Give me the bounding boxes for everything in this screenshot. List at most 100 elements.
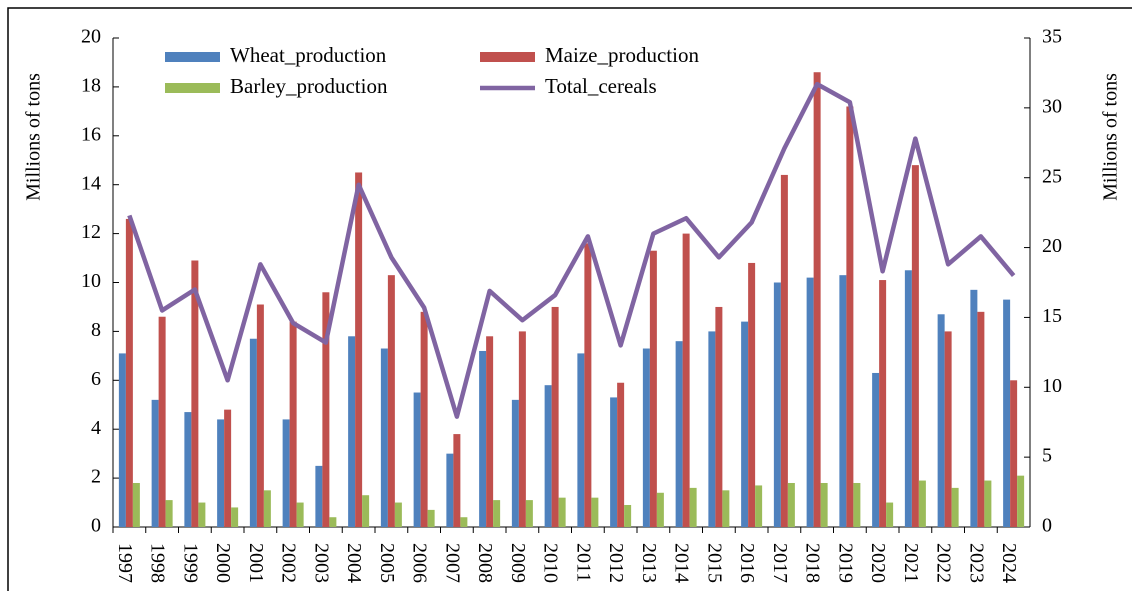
y-tick-label: 16	[81, 123, 101, 145]
bar	[577, 353, 585, 527]
bar	[217, 419, 225, 527]
bar	[525, 500, 533, 527]
x-tick-label: 2005	[376, 543, 398, 583]
bar	[1010, 380, 1018, 527]
x-tick-label: 2021	[900, 543, 922, 583]
bar	[937, 314, 945, 527]
x-tick-label: 1999	[179, 543, 201, 583]
bar	[944, 331, 952, 527]
y2-tick-label: 25	[1042, 165, 1062, 187]
bar	[151, 399, 159, 527]
bar	[355, 172, 363, 527]
y-tick-label: 2	[91, 466, 101, 488]
x-tick-label: 2007	[441, 543, 463, 583]
bar	[493, 500, 501, 527]
bar	[394, 502, 402, 527]
x-tick-label: 2013	[638, 543, 660, 583]
bar	[682, 233, 690, 527]
bar	[191, 260, 199, 527]
y2-tick-label: 30	[1042, 95, 1062, 117]
x-tick-label: 1997	[114, 543, 136, 583]
bar	[453, 434, 461, 527]
bar	[348, 336, 356, 527]
bar	[256, 304, 264, 527]
bar	[904, 270, 912, 527]
legend-label: Wheat_production	[230, 43, 387, 67]
x-tick-label: 2016	[736, 543, 758, 583]
bar	[918, 480, 926, 527]
bar	[387, 275, 395, 527]
legend-label: Total_cereals	[545, 74, 657, 98]
bar	[970, 289, 978, 527]
bar	[479, 350, 487, 527]
y2-tick-label: 0	[1042, 515, 1052, 537]
bar	[853, 482, 861, 527]
y2-tick-label: 10	[1042, 375, 1062, 397]
bar	[198, 502, 206, 527]
x-tick-label: 2017	[769, 543, 791, 583]
bar	[656, 492, 664, 527]
bar	[558, 497, 566, 527]
bar	[748, 262, 756, 527]
x-tick-label: 2014	[671, 543, 693, 583]
bar	[715, 306, 723, 527]
x-tick-label: 2022	[933, 543, 955, 583]
bar	[315, 465, 323, 527]
bar	[551, 306, 559, 527]
bar	[486, 336, 494, 527]
bar	[642, 348, 650, 527]
bar	[231, 507, 239, 527]
bar	[289, 321, 297, 527]
y2-tick-label: 15	[1042, 305, 1062, 327]
bar	[263, 490, 271, 527]
bar	[813, 72, 821, 527]
bar	[951, 487, 959, 527]
x-tick-label: 2020	[867, 543, 889, 583]
bar	[511, 399, 519, 527]
bar	[806, 277, 814, 527]
bar	[610, 397, 618, 527]
y-tick-label: 14	[81, 172, 101, 194]
bar	[132, 482, 140, 527]
bar	[249, 338, 257, 527]
x-tick-label: 2009	[507, 543, 529, 583]
y2-tick-label: 5	[1042, 445, 1052, 467]
y-tick-label: 18	[81, 74, 101, 96]
legend-swatch	[165, 83, 220, 93]
bar	[675, 341, 683, 527]
bar	[977, 311, 985, 527]
bar	[773, 282, 781, 527]
x-tick-label: 2004	[343, 543, 365, 583]
x-tick-label: 2024	[998, 543, 1020, 583]
bar	[165, 500, 173, 527]
frame	[7, 7, 1132, 591]
y-tick-label: 0	[91, 515, 101, 537]
bar	[780, 174, 788, 528]
bar	[879, 280, 887, 527]
bar	[282, 419, 290, 527]
x-tick-label: 2003	[310, 543, 332, 583]
y-tick-label: 12	[81, 221, 101, 243]
bar	[846, 106, 854, 528]
bar	[649, 250, 657, 527]
bar	[741, 321, 749, 527]
bar	[755, 485, 763, 527]
y-tick-label: 4	[91, 417, 101, 439]
bar	[446, 453, 454, 527]
y2-axis-label: Millions of tons	[1100, 73, 1122, 201]
legend-label: Barley_production	[230, 74, 388, 98]
bar	[413, 392, 421, 527]
y-tick-label: 20	[81, 26, 101, 48]
bar	[224, 409, 232, 527]
bar	[820, 482, 828, 527]
bar	[1017, 475, 1025, 527]
bar	[329, 517, 337, 527]
bar	[460, 517, 468, 527]
bar	[689, 487, 697, 527]
legend-swatch	[480, 52, 535, 62]
x-tick-label: 2012	[605, 543, 627, 583]
bar	[708, 331, 716, 527]
x-tick-label: 2019	[834, 543, 856, 583]
x-tick-label: 2002	[278, 543, 300, 583]
